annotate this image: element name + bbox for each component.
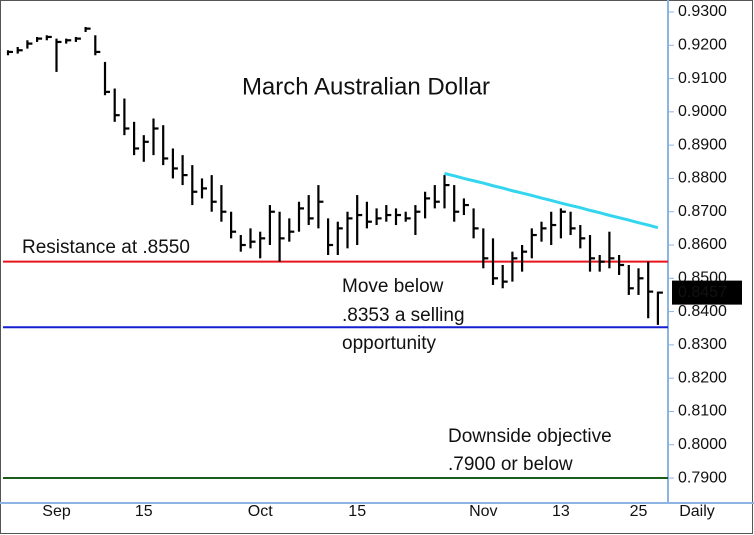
- y-tick-label: 0.8200: [678, 369, 727, 386]
- annotation: Resistance at .8550: [22, 237, 190, 258]
- y-tick-label: 0.8600: [678, 236, 727, 253]
- x-tick-label: 15: [348, 503, 366, 520]
- x-tick-label: 25: [630, 503, 648, 520]
- y-tick-label: 0.8000: [678, 436, 727, 453]
- y-tick-label: 0.9100: [678, 70, 727, 87]
- y-tick-label: 0.9000: [678, 103, 727, 120]
- y-tick-label: 0.8700: [678, 203, 727, 220]
- annotation: .8353 a selling: [342, 305, 465, 326]
- y-tick-label: 0.9200: [678, 36, 727, 53]
- chart-title: March Australian Dollar: [242, 73, 490, 100]
- last-price-label: 0.8457: [678, 284, 727, 301]
- y-tick-label: 0.8900: [678, 136, 727, 153]
- x-axis-label: Daily: [679, 503, 715, 520]
- y-tick-label: 0.8100: [678, 403, 727, 420]
- last-price-box: [672, 280, 742, 305]
- y-tick-label: 0.8800: [678, 170, 727, 187]
- annotation: Move below: [342, 276, 444, 297]
- y-tick-label: 0.7900: [678, 469, 727, 486]
- annotation: Downside objective: [448, 426, 612, 447]
- x-tick-label: Oct: [248, 503, 273, 520]
- x-tick-label: 15: [135, 503, 153, 520]
- y-tick-label: 0.9300: [678, 3, 727, 20]
- y-tick-label: 0.8400: [678, 303, 727, 320]
- annotation: .7900 or below: [448, 454, 573, 475]
- trendline: [444, 171, 659, 230]
- y-tick-label: 0.8300: [678, 336, 727, 353]
- x-tick-label: Nov: [469, 503, 497, 520]
- x-tick-label: 13: [552, 503, 570, 520]
- annotation: opportunity: [342, 333, 437, 354]
- x-tick-label: Sep: [42, 503, 71, 520]
